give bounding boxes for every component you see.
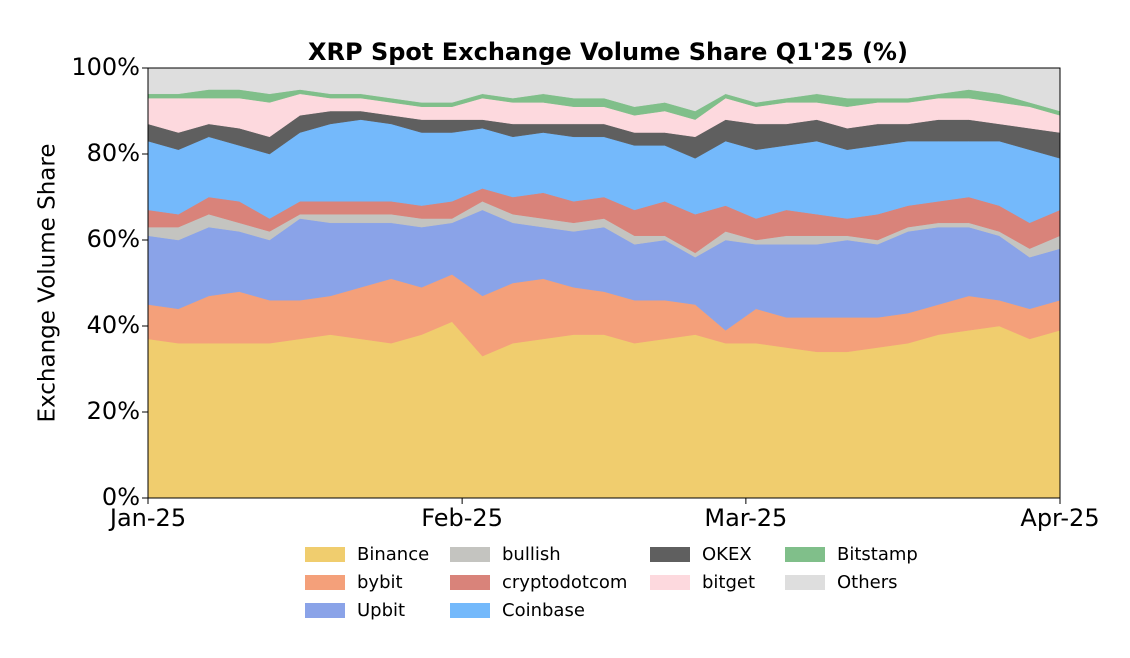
y-tick-label: 100% — [71, 53, 140, 81]
x-tick-label: Apr-25 — [1020, 504, 1099, 532]
legend-swatch — [450, 603, 490, 618]
legend-swatch — [305, 603, 345, 618]
legend-swatch — [450, 575, 490, 590]
legend-swatch — [305, 575, 345, 590]
legend-swatch — [785, 547, 825, 562]
legend-label: Binance — [357, 544, 429, 565]
legend-label: cryptodotcom — [502, 572, 627, 593]
legend-label: Others — [837, 572, 898, 593]
legend-swatch — [450, 547, 490, 562]
legend-label: Coinbase — [502, 600, 585, 621]
y-tick-label: 60% — [87, 225, 140, 253]
x-tick-label: Feb-25 — [421, 504, 503, 532]
y-axis-label: Exchange Volume Share — [35, 144, 61, 423]
legend-label: bullish — [502, 544, 561, 565]
legend-swatch — [650, 575, 690, 590]
y-tick-label: 80% — [87, 139, 140, 167]
plot-frame — [147, 67, 1061, 499]
y-tick-label: 20% — [87, 397, 140, 425]
chart-title: XRP Spot Exchange Volume Share Q1'25 (%) — [308, 38, 908, 66]
legend-swatch — [785, 575, 825, 590]
legend-label: Bitstamp — [837, 544, 918, 565]
legend-label: bybit — [357, 572, 403, 593]
legend-label: OKEX — [702, 544, 752, 565]
legend-swatch — [650, 547, 690, 562]
legend-swatch — [305, 547, 345, 562]
legend-label: Upbit — [357, 600, 405, 621]
y-tick-label: 0% — [102, 483, 140, 511]
area — [147, 321, 1061, 499]
legend-label: bitget — [702, 572, 755, 593]
x-tick-label: Mar-25 — [704, 504, 787, 532]
y-tick-label: 40% — [87, 311, 140, 339]
x-tick-label: Jan-25 — [108, 504, 186, 532]
